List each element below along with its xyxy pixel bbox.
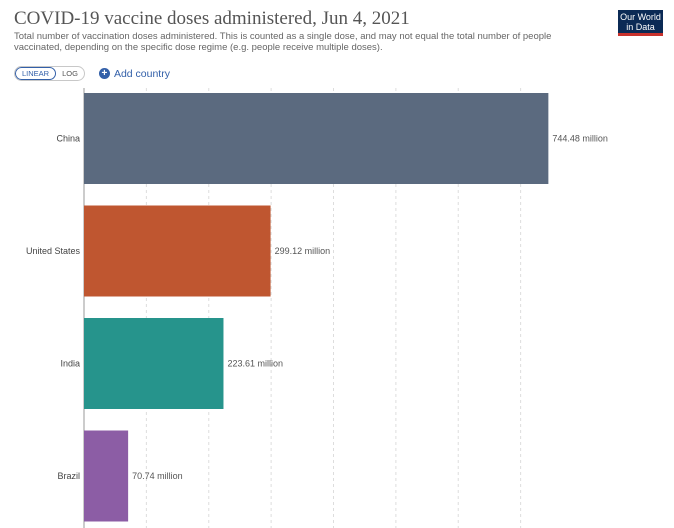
bar-india[interactable] [84,318,224,409]
value-label-united-states: 299.12 million [275,246,331,256]
value-label-brazil: 70.74 million [132,471,183,481]
owid-logo[interactable]: Our World in Data [618,10,663,36]
log-scale-button[interactable]: LOG [62,69,78,78]
value-label-india: 223.61 million [227,359,283,369]
chart-controls: LINEAR LOG + Add country [14,66,170,81]
add-country-label: Add country [113,67,170,80]
category-label-china: China [56,134,80,144]
value-label-china: 744.48 million [552,134,608,144]
category-label-brazil: Brazil [57,471,80,481]
chart-subtitle: Total number of vaccination doses admini… [14,31,552,53]
linear-scale-button[interactable]: LINEAR [15,67,57,80]
bar-united-states[interactable] [84,205,271,297]
add-country-button[interactable]: + Add country [98,67,170,80]
category-label-india: India [60,359,80,369]
category-label-united-states: United States [26,246,81,256]
bar-chart: China 744.48 million United States 299.12 m… [26,88,608,528]
bar-china[interactable] [84,93,549,184]
plus-icon: + [98,68,110,79]
scale-toggle: LINEAR LOG [14,66,85,81]
chart-title: COVID-19 vaccine doses administered, Jun… [14,8,410,29]
bar-brazil[interactable] [84,430,129,522]
